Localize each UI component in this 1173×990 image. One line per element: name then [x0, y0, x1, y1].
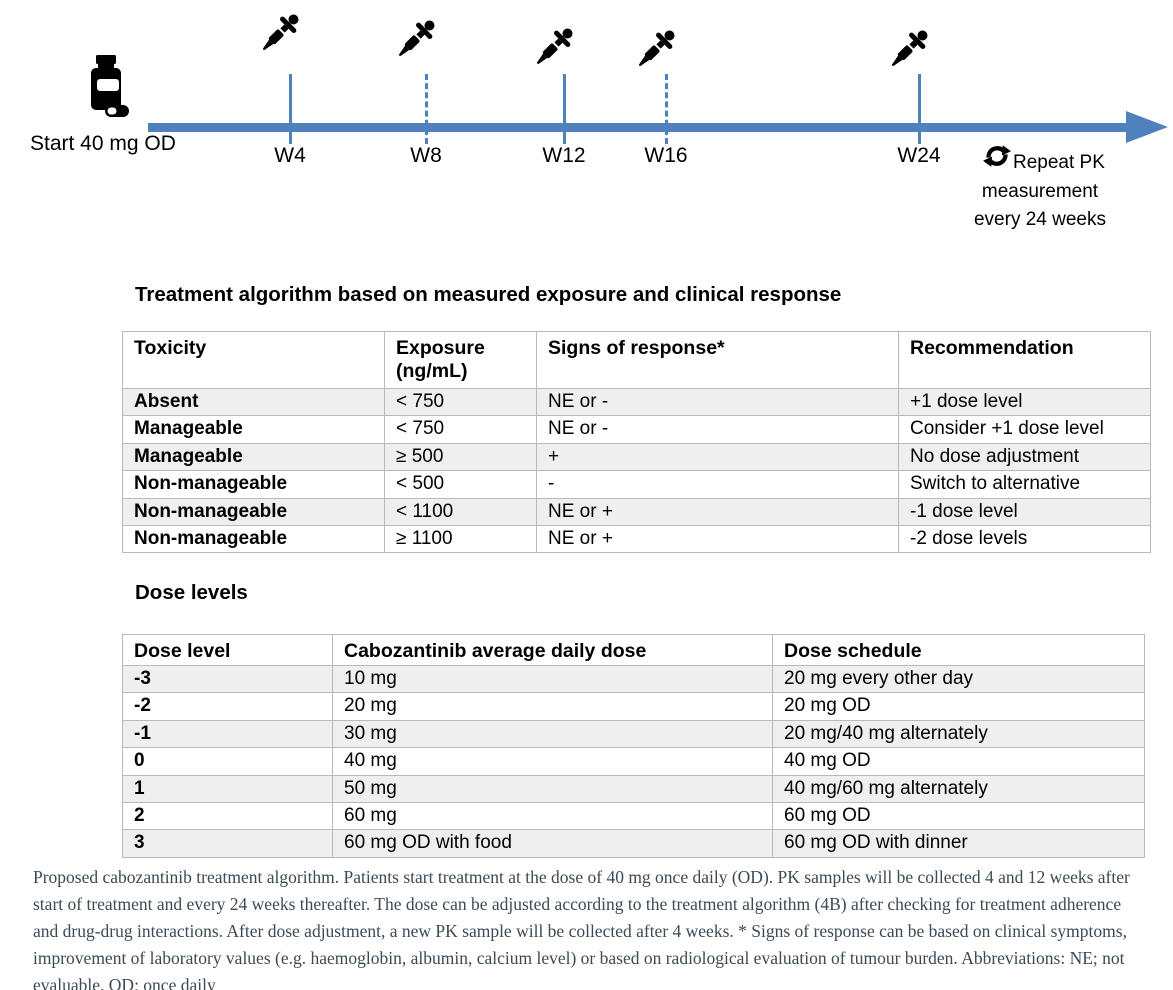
repeat-note-line1: Repeat PK — [1013, 152, 1105, 173]
table-row: 0 40 mg 40 mg OD — [122, 747, 1145, 776]
cell-daily-dose: 40 mg — [332, 747, 773, 776]
cell-exposure: < 1100 — [384, 497, 537, 527]
tick-mark-w12 — [563, 74, 566, 144]
header-cell: Exposure (ng/mL) — [384, 331, 537, 389]
timeline-start-label: Start 40 mg OD — [30, 132, 176, 155]
pk-sampling-timeline: Start 40 mg OD W4 W8 W12 W16 W24 — [0, 0, 1173, 250]
tick-label-w24: W24 — [897, 144, 941, 167]
table-row: Non-manageable < 500 - Switch to alterna… — [122, 470, 1151, 499]
pk-sample-dropper-icon — [398, 20, 435, 57]
timeline-arrowhead-icon — [1126, 111, 1168, 143]
cell-response: - — [536, 470, 899, 499]
cell-response: NE or - — [536, 387, 899, 417]
table-row: Non-manageable < 1100 NE or + -1 dose le… — [122, 497, 1151, 527]
cell-dose-schedule: 40 mg OD — [772, 747, 1145, 776]
cell-dose-level: 1 — [122, 774, 333, 804]
cell-toxicity: Non-manageable — [122, 470, 385, 499]
pk-sample-dropper-icon — [262, 14, 299, 51]
cell-response: NE or + — [536, 497, 899, 527]
table-row: -2 20 mg 20 mg OD — [122, 692, 1145, 721]
table-row: Non-manageable ≥ 1100 NE or + -2 dose le… — [122, 525, 1151, 554]
table-header-row: Dose level Cabozantinib average daily do… — [122, 634, 1145, 666]
cell-dose-schedule: 60 mg OD — [772, 802, 1145, 831]
cell-exposure: < 750 — [384, 415, 537, 444]
tick-label-w16: W16 — [644, 144, 688, 167]
tick-mark-w16 — [665, 74, 668, 144]
timeline-axis — [148, 123, 1132, 132]
cell-dose-schedule: 20 mg every other day — [772, 664, 1145, 694]
tick-label-w4: W4 — [274, 144, 306, 167]
repeat-note-line2: measurement — [981, 181, 1099, 202]
repeat-icon — [983, 145, 1011, 167]
cell-recommendation: No dose adjustment — [898, 442, 1151, 472]
table-row: 1 50 mg 40 mg/60 mg alternately — [122, 774, 1145, 804]
cell-dose-level: -1 — [122, 719, 333, 749]
cell-daily-dose: 30 mg — [332, 719, 773, 749]
cell-daily-dose: 50 mg — [332, 774, 773, 804]
figure-caption: Proposed cabozantinib treatment algorith… — [33, 867, 1130, 990]
table-row: Absent < 750 NE or - +1 dose level — [122, 387, 1151, 417]
table-row: -3 10 mg 20 mg every other day — [122, 664, 1145, 694]
cell-toxicity: Non-manageable — [122, 497, 385, 527]
cell-recommendation: -1 dose level — [898, 497, 1151, 527]
pk-sample-dropper-icon — [638, 30, 675, 67]
cell-daily-dose: 20 mg — [332, 692, 773, 721]
dose-levels-table: Dose level Cabozantinib average daily do… — [122, 634, 1145, 858]
header-cell: Cabozantinib average daily dose — [332, 634, 773, 666]
cell-exposure: < 500 — [384, 470, 537, 499]
pk-sample-dropper-icon — [891, 30, 928, 67]
cell-response: NE or - — [536, 415, 899, 444]
cell-recommendation: +1 dose level — [898, 387, 1151, 417]
tick-mark-w8 — [425, 74, 428, 144]
repeat-note-line3: every 24 weeks — [973, 209, 1106, 230]
dose-table-title: Dose levels — [135, 581, 248, 604]
cell-dose-schedule: 60 mg OD with dinner — [772, 829, 1145, 858]
cell-recommendation: Switch to alternative — [898, 470, 1151, 499]
cell-recommendation: Consider +1 dose level — [898, 415, 1151, 444]
cell-toxicity: Absent — [122, 387, 385, 417]
tick-mark-w24 — [918, 74, 921, 144]
table-row: Manageable < 750 NE or - Consider +1 dos… — [122, 415, 1151, 444]
cell-toxicity: Manageable — [122, 415, 385, 444]
cell-dose-level: 2 — [122, 802, 333, 831]
cell-exposure: ≥ 1100 — [384, 525, 537, 554]
tick-mark-w4 — [289, 74, 292, 144]
header-cell: Toxicity — [122, 331, 385, 389]
cell-dose-level: -2 — [122, 692, 333, 721]
header-cell: Signs of response* — [536, 331, 899, 389]
table-row: 3 60 mg OD with food 60 mg OD with dinne… — [122, 829, 1145, 858]
treatment-algorithm-table: Toxicity Exposure (ng/mL) Signs of respo… — [122, 331, 1151, 554]
cell-dose-level: 3 — [122, 829, 333, 858]
cell-response: + — [536, 442, 899, 472]
cell-daily-dose: 60 mg — [332, 802, 773, 831]
cell-exposure: < 750 — [384, 387, 537, 417]
table-row: -1 30 mg 20 mg/40 mg alternately — [122, 719, 1145, 749]
table-header-row: Toxicity Exposure (ng/mL) Signs of respo… — [122, 331, 1151, 389]
header-cell: Dose schedule — [772, 634, 1145, 666]
header-cell: Recommendation — [898, 331, 1151, 389]
pill-bottle-icon — [91, 55, 129, 117]
cell-response: NE or + — [536, 525, 899, 554]
cell-dose-level: -3 — [122, 664, 333, 694]
cell-daily-dose: 60 mg OD with food — [332, 829, 773, 858]
cell-dose-schedule: 20 mg/40 mg alternately — [772, 719, 1145, 749]
cell-recommendation: -2 dose levels — [898, 525, 1151, 554]
cell-toxicity: Non-manageable — [122, 525, 385, 554]
cell-exposure: ≥ 500 — [384, 442, 537, 472]
cell-dose-schedule: 20 mg OD — [772, 692, 1145, 721]
cell-daily-dose: 10 mg — [332, 664, 773, 694]
cell-toxicity: Manageable — [122, 442, 385, 472]
table-row: Manageable ≥ 500 + No dose adjustment — [122, 442, 1151, 472]
tick-label-w12: W12 — [542, 144, 586, 167]
cell-dose-schedule: 40 mg/60 mg alternately — [772, 774, 1145, 804]
header-cell: Dose level — [122, 634, 333, 666]
treatment-table-title: Treatment algorithm based on measured ex… — [135, 283, 842, 306]
pk-sample-dropper-icon — [536, 28, 573, 65]
table-row: 2 60 mg 60 mg OD — [122, 802, 1145, 831]
cell-dose-level: 0 — [122, 747, 333, 776]
tick-label-w8: W8 — [410, 144, 442, 167]
